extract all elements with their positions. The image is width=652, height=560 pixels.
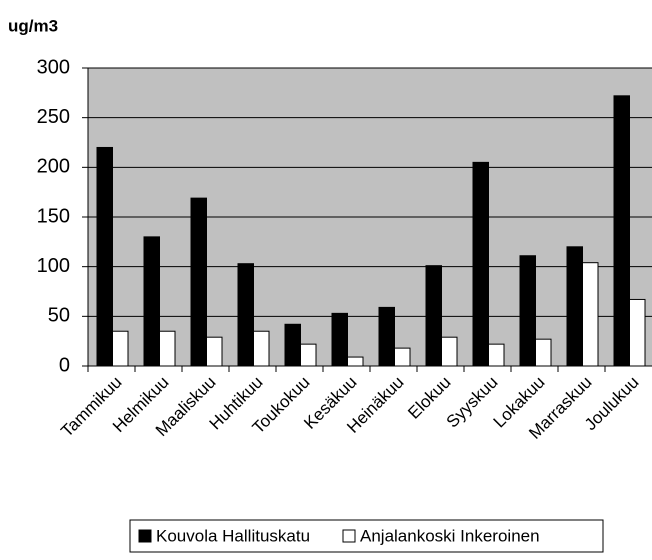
bar — [112, 330, 129, 367]
legend-swatch — [342, 529, 356, 543]
x-tick-label: Syyskuu — [443, 373, 502, 432]
legend-box — [129, 519, 604, 553]
bar — [347, 356, 364, 367]
bar — [284, 323, 301, 367]
bar — [535, 338, 552, 367]
bar — [237, 263, 254, 367]
bar — [394, 347, 411, 367]
bar — [300, 343, 317, 367]
bar — [441, 336, 458, 367]
bar — [143, 236, 160, 367]
bar — [566, 246, 583, 367]
bar — [519, 255, 536, 367]
y-tick-label: 50 — [48, 305, 70, 327]
bar — [488, 343, 505, 367]
chart-title: ug/m3 — [8, 16, 58, 35]
x-tick-label: Tammikuu — [57, 373, 125, 441]
bar — [472, 161, 489, 367]
y-tick-label: 300 — [37, 56, 70, 78]
bar — [613, 95, 630, 367]
y-tick-label: 150 — [37, 205, 70, 227]
bar — [159, 330, 176, 367]
y-tick-label: 250 — [37, 106, 70, 128]
y-tick-label: 0 — [59, 354, 70, 376]
bar — [253, 330, 270, 367]
bar — [331, 312, 348, 367]
bar — [425, 265, 442, 367]
legend-label: Anjalankoski Inkeroinen — [360, 526, 540, 545]
y-tick-label: 100 — [37, 255, 70, 277]
bar — [206, 336, 223, 367]
bar — [190, 197, 207, 367]
y-tick-label: 200 — [37, 156, 70, 178]
bar — [629, 298, 646, 367]
bar — [378, 306, 395, 367]
legend-swatch — [138, 529, 152, 543]
legend-label: Kouvola Hallituskatu — [156, 526, 310, 545]
bar — [582, 262, 599, 367]
bar — [96, 146, 113, 367]
